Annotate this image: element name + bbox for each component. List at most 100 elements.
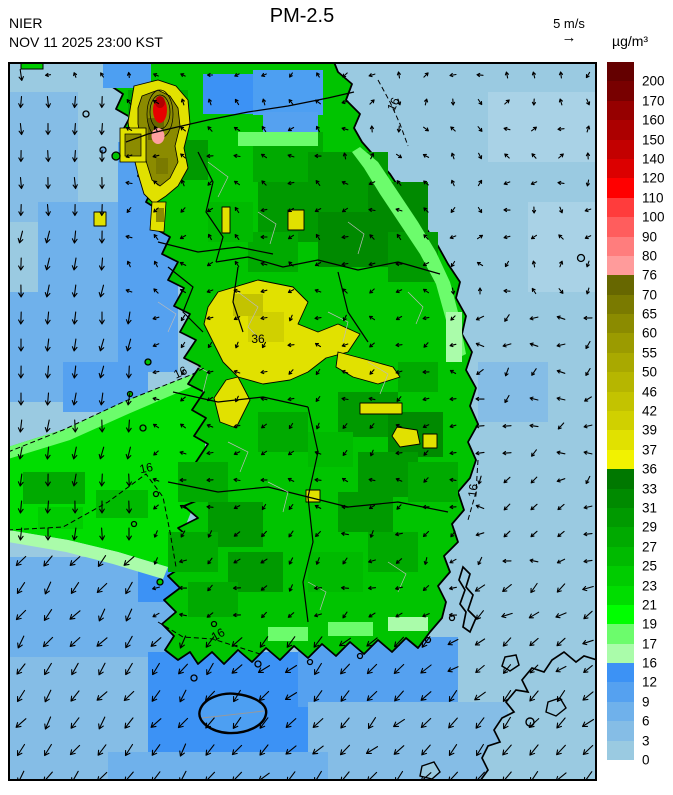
colorbar-label: 150 [642,132,665,148]
colorbar-label: 170 [642,93,665,109]
wind-scale-label: 5 m/s [553,16,585,31]
contour-16-lines [7,79,479,655]
colorbar-swatch [607,721,634,742]
colorbar-swatch [607,294,634,315]
colorbar-label: 100 [642,209,665,225]
colorbar-label: 160 [642,112,665,128]
colorbar-label: 55 [642,345,658,361]
colorbar-swatch [607,372,634,393]
colorbar-label: 200 [642,73,665,89]
colorbar-swatch [607,527,634,548]
colorbar-label: 120 [642,170,665,186]
wind-scale-legend: 5 m/s → [540,16,598,46]
colorbar-label: 140 [642,151,665,167]
datetime-label: NOV 11 2025 23:00 KST [9,34,163,50]
colorbar-label: 25 [642,558,658,574]
colorbar-label: 12 [642,674,658,690]
yellow-sea-green-tongue [8,374,208,579]
colorbar-label: 9 [642,694,650,710]
unit-label: µg/m³ [612,33,649,49]
colorbar-swatch [607,236,634,257]
colorbar-label: 90 [642,229,658,244]
yellow-pm-zone [93,206,438,503]
contour-label: 16 [209,625,228,644]
wind-scale-arrow-icon: → [561,29,577,46]
iki-island [501,654,520,672]
contour-label: 16 [138,460,154,477]
colorbar-label: 50 [642,364,658,380]
colorbar-label: 31 [642,500,658,516]
colorbar-swatch [607,566,634,586]
county-boundaries [157,161,424,611]
colorbar-swatch [607,158,634,179]
colorbar-swatch [607,411,634,431]
agency-label: NIER [9,15,43,31]
colorbar-swatch [607,81,634,102]
colorbar-swatch [607,701,634,722]
colorbar-label: 29 [642,519,658,535]
colorbar-swatch [607,469,634,490]
contour-value-labels: 36 16 16 16 16 16 [138,95,481,644]
colorbar-label: 39 [642,422,658,438]
colorbar-swatch [607,178,634,199]
colorbar-swatch [607,62,634,82]
colorbar-swatch [607,449,634,470]
colorbar-swatch [607,139,634,160]
colorbar-label: 70 [642,287,658,303]
colorbar-label: 6 [642,713,650,729]
colorbar-swatch [607,488,634,509]
colorbar-label: 76 [642,267,658,283]
colorbar-label: 33 [642,481,658,497]
colorbar-swatch [607,314,634,334]
province-boundaries [125,91,449,623]
contour-label: 16 [384,95,402,113]
colorbar-label: 60 [642,325,658,341]
colorbar-swatch [607,740,634,761]
contour-label: 36 [251,332,265,346]
colorbar-swatch [607,352,634,373]
tsushima-island [458,565,478,634]
page-title: PM-2.5 [269,5,335,27]
colorbar-swatch [607,682,634,703]
japan-coastline [419,650,598,782]
colorbar-swatch [607,624,634,645]
colorbar-swatch [607,217,634,237]
colorbar-swatch [607,546,634,567]
colorbar-label: 80 [642,248,658,264]
colorbar-label: 21 [642,597,658,613]
colorbar-swatch [607,663,634,683]
colorbar-label: 110 [642,190,664,206]
jeju-island [198,692,268,735]
colorbar-swatch [607,333,634,354]
colorbar-swatch [607,275,634,296]
colorbar-label: 23 [642,578,658,593]
colorbar-swatch [607,507,634,528]
colorbar-label: 46 [642,384,658,400]
contour-label: 16 [465,483,481,498]
colorbar-legend: 200 170 160 150 140 120 110 100 90 80 76 70 65 60 55 50… [607,62,673,768]
colorbar-label: 16 [642,655,658,671]
colorbar-swatch [607,391,634,412]
colorbar-swatch [607,430,634,451]
colorbar-swatch [607,585,634,606]
colorbar-swatch [607,120,634,141]
colorbar-swatch [607,100,634,121]
wind-arrows [15,69,595,784]
colorbar-label: 0 [642,752,650,768]
colorbar-label: 27 [642,539,658,555]
colorbar-swatch [607,255,634,276]
islands [82,110,586,682]
colorbar-label: 17 [642,636,658,652]
map-canvas: 36 16 16 16 16 16 [7,61,598,784]
contour-label: 16 [171,363,189,381]
pm25-map: 36 16 16 16 16 16 [7,61,598,784]
colorbar-swatch [607,197,634,218]
colorbar-label: 3 [642,733,650,749]
colorbar-label: 65 [642,306,658,322]
colorbar-swatch [607,643,634,664]
colorbar-label: 19 [642,616,658,632]
colorbar-label: 36 [642,461,658,477]
colorbar-label: 42 [642,403,658,419]
map-border [8,62,597,781]
